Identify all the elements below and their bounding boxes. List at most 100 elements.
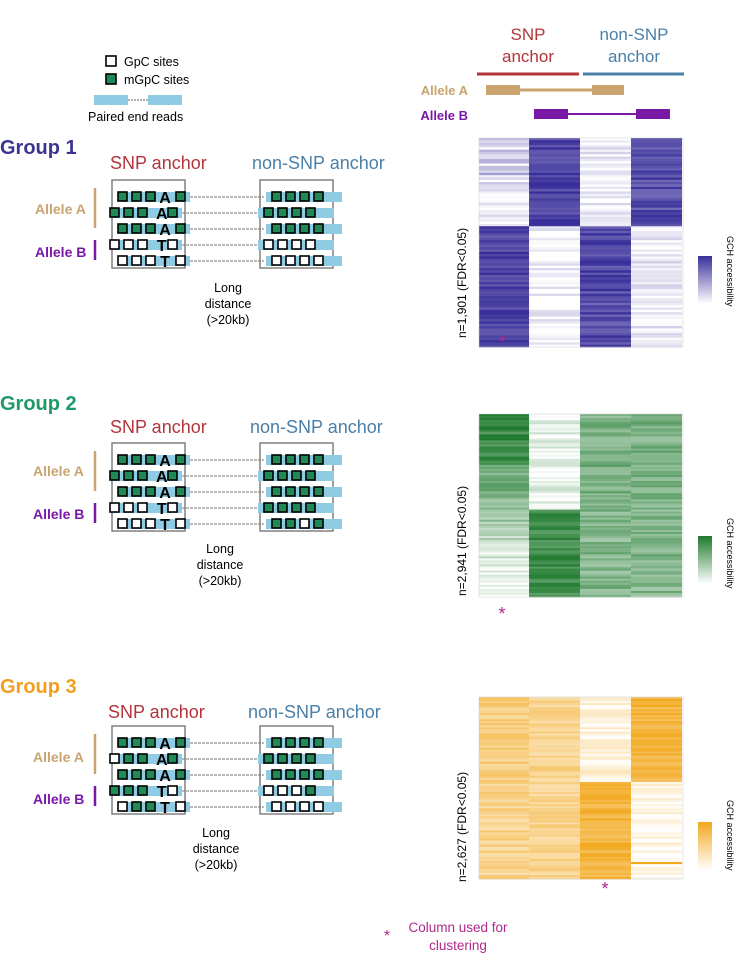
- mgpc-site: [313, 191, 324, 202]
- heatmap-cell: [631, 477, 682, 480]
- heatmap-cell: [479, 335, 530, 339]
- heatmap-cell: [580, 808, 631, 811]
- heatmap-cell: [631, 198, 682, 202]
- heatmap-cell: [529, 138, 580, 141]
- heatmap-cell: [529, 519, 580, 523]
- mgpc-site: [131, 454, 142, 465]
- heatmap-cell: [631, 147, 682, 151]
- heatmap-cell: [631, 834, 682, 837]
- snp-base-letter: A: [159, 485, 171, 502]
- heatmap-cell: [479, 868, 530, 872]
- heatmap-cell: [479, 295, 530, 299]
- heatmap-cell: [631, 761, 682, 765]
- heatmap-cell: [580, 836, 631, 839]
- heatmap-cell: [631, 430, 682, 433]
- gpc-site: [175, 255, 186, 266]
- heatmap-cell: [529, 323, 580, 327]
- heatmap-cell: [580, 842, 631, 846]
- heatmap-cell: [631, 513, 682, 517]
- heatmap-cell: [631, 830, 682, 833]
- heatmap-cell: [631, 223, 682, 227]
- heatmap-cell: [580, 163, 631, 167]
- heatmap-cell: [580, 418, 631, 421]
- heatmap-cell: [580, 814, 631, 817]
- heatmap-cell: [631, 870, 682, 874]
- heatmap-cell: [580, 511, 631, 515]
- heatmap-cell: [479, 454, 530, 458]
- heatmap-cell: [580, 779, 631, 783]
- heatmap-cell: [529, 866, 580, 870]
- heatmap-cell: [479, 544, 530, 547]
- heatmap-header: SNP anchor non-SNP anchor Allele A Allel…: [420, 25, 684, 123]
- heatmap-cell: [580, 240, 631, 243]
- heatmap-cell: [631, 800, 682, 803]
- heatmap-cell: [479, 820, 530, 823]
- mgpc-site: [313, 518, 324, 529]
- heatmap-cell: [479, 444, 530, 447]
- heatmap-cell: [529, 230, 580, 234]
- heatmap-cell: [529, 209, 580, 213]
- heatmap-cell: [479, 737, 530, 740]
- heatmap-cell: [580, 154, 631, 157]
- heatmap-cell: [479, 207, 530, 211]
- heatmap-cell: [631, 733, 682, 736]
- heatmap-n-label: n=2,941 (FDR<0.05): [455, 486, 469, 596]
- snp-base-letter: A: [159, 736, 171, 753]
- heatmap-cell: [580, 263, 631, 267]
- heatmap-cell: [479, 144, 530, 148]
- heatmap-cell: [529, 333, 580, 336]
- heatmap-cell: [631, 822, 682, 825]
- heatmap-cell: [479, 265, 530, 269]
- heatmap-cell: [479, 517, 530, 521]
- heatmap-cell: [479, 788, 530, 791]
- cluster-star-marker: *: [601, 879, 608, 899]
- heatmap-cell: [479, 196, 530, 199]
- heatmap-cell: [631, 767, 682, 771]
- gpc-site: [277, 785, 288, 796]
- snp-base-letter: T: [157, 238, 167, 255]
- read-segment: [122, 487, 190, 497]
- heatmap-cell: [580, 298, 631, 301]
- heatmap-cell: [529, 836, 580, 839]
- heatmap-cell: [580, 767, 631, 771]
- heatmap-cell: [479, 697, 530, 700]
- heatmap-cell: [479, 448, 530, 451]
- heatmap-cell: [580, 826, 631, 829]
- heatmap-cell: [479, 582, 530, 586]
- heatmap-cell: [479, 468, 530, 472]
- gpc-site: [145, 518, 156, 529]
- scale-label: GCH accessibility: [725, 236, 735, 307]
- heatmap-cell: [580, 515, 631, 519]
- mgpc-site: [305, 785, 316, 796]
- heatmap-cell: [479, 848, 530, 852]
- heatmap-cell: [529, 452, 580, 456]
- heatmap-cell: [529, 521, 580, 525]
- heatmap-cell: [529, 147, 580, 151]
- heatmap-cell: [479, 291, 530, 294]
- heatmap-cell: [479, 326, 530, 329]
- heatmap-cell: [479, 440, 530, 443]
- heatmap-cell: [479, 247, 530, 250]
- heatmap-cell: [580, 592, 631, 596]
- heatmap-cell: [529, 168, 580, 171]
- heatmap-cell: [631, 790, 682, 793]
- heatmap-cell: [580, 584, 631, 588]
- heatmap-cell: [529, 798, 580, 801]
- heatmap-cell: [479, 761, 530, 765]
- heatmap-cell: [580, 200, 631, 204]
- heatmap-cell: [631, 580, 682, 584]
- heatmap-cell: [529, 432, 580, 435]
- snp-anchor-label: SNP anchor: [110, 417, 207, 437]
- heatmap-cell: [580, 806, 631, 809]
- heatmap-cell: [631, 418, 682, 421]
- heatmap-cell: [580, 548, 631, 551]
- nonsnp-anchor-label: non-SNP anchor: [250, 417, 383, 437]
- heatmap-cell: [479, 546, 530, 549]
- heatmap-cell: [580, 586, 631, 590]
- heatmap-cell: [479, 757, 530, 761]
- heatmap-cell: [631, 552, 682, 555]
- heatmap-cell: [479, 777, 530, 781]
- snp-base-letter: T: [157, 784, 167, 801]
- heatmap-cell: [580, 864, 631, 868]
- heatmap-cell: [631, 820, 682, 823]
